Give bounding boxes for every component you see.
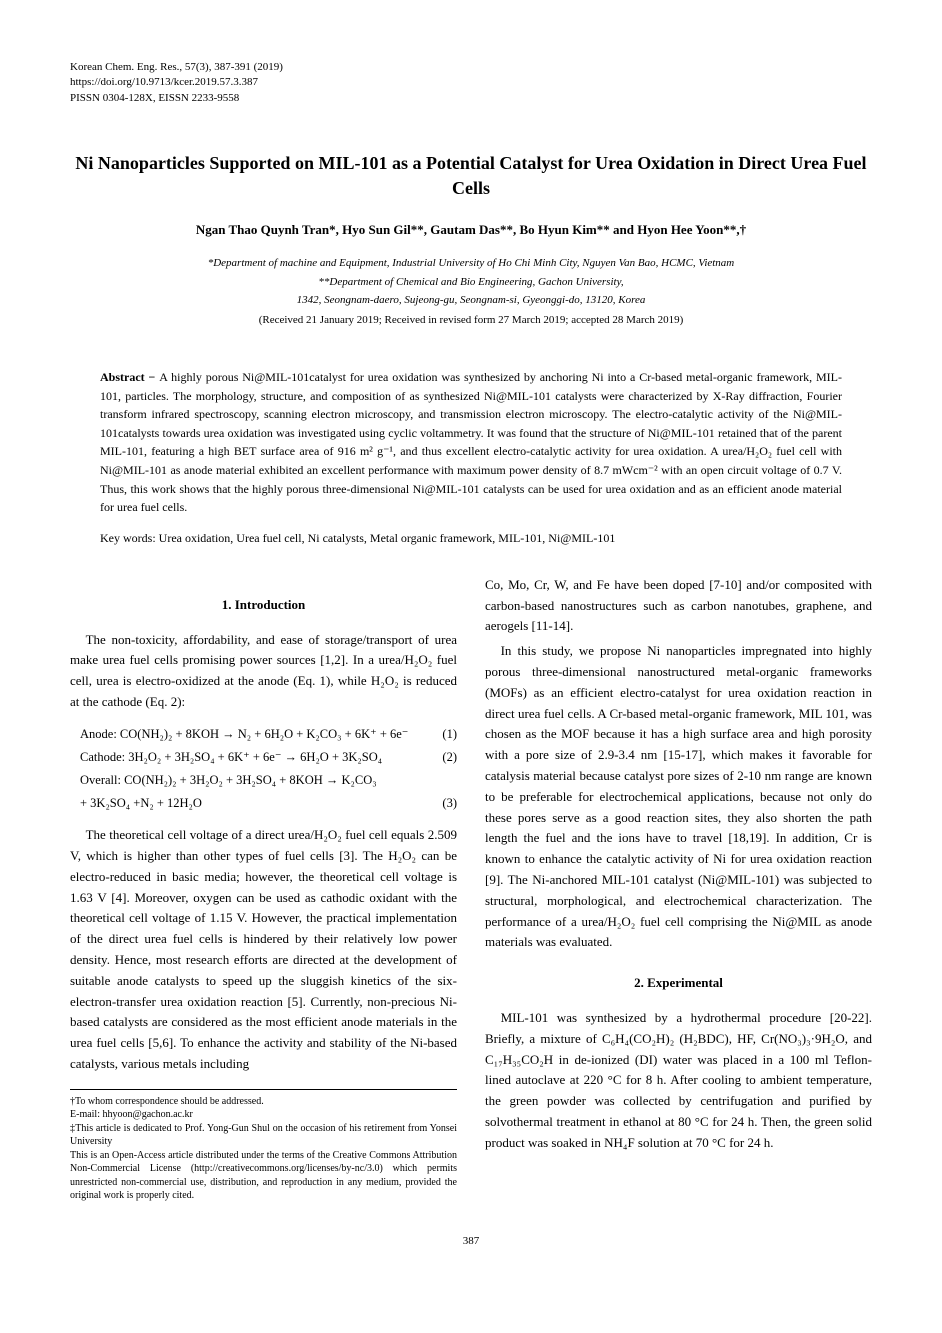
affiliation-3: 1342, Seongnam-daero, Sujeong-gu, Seongn… bbox=[70, 292, 872, 309]
journal-issn: PISSN 0304-128X, EISSN 2233-9558 bbox=[70, 91, 872, 106]
col2-para-2: In this study, we propose Ni nanoparticl… bbox=[485, 641, 872, 953]
footnote-license: This is an Open-Access article distribut… bbox=[70, 1149, 457, 1203]
left-column: 1. Introduction The non-toxicity, afford… bbox=[70, 575, 457, 1203]
eq3b-text: + 3K₂SO₄ +N₂ + 12H₂O bbox=[80, 792, 202, 815]
abstract: Abstract − A highly porous Ni@MIL-101cat… bbox=[100, 368, 842, 517]
affiliation-2: **Department of Chemical and Bio Enginee… bbox=[70, 274, 872, 291]
eq2-number: (2) bbox=[432, 746, 457, 769]
abstract-label: Abstract − bbox=[100, 370, 159, 384]
col2-para-1: Co, Mo, Cr, W, and Fe have been doped [7… bbox=[485, 575, 872, 637]
affiliation-1: *Department of machine and Equipment, In… bbox=[70, 255, 872, 272]
footnote-email: E-mail: hhyoon@gachon.ac.kr bbox=[70, 1108, 457, 1122]
two-column-body: 1. Introduction The non-toxicity, afford… bbox=[70, 575, 872, 1203]
paper-title: Ni Nanoparticles Supported on MIL-101 as… bbox=[70, 151, 872, 201]
footnote-correspondence: †To whom correspondence should be addres… bbox=[70, 1095, 457, 1109]
equation-3b: + 3K₂SO₄ +N₂ + 12H₂O (3) bbox=[80, 792, 457, 815]
right-column: Co, Mo, Cr, W, and Fe have been doped [7… bbox=[485, 575, 872, 1203]
eq1-text: Anode: CO(NH₂)₂ + 8KOH → N₂ + 6H₂O + K₂C… bbox=[80, 723, 408, 746]
equation-2: Cathode: 3H₂O₂ + 3H₂SO₄ + 6K⁺ + 6e⁻ → 6H… bbox=[80, 746, 457, 769]
eq2-text: Cathode: 3H₂O₂ + 3H₂SO₄ + 6K⁺ + 6e⁻ → 6H… bbox=[80, 746, 382, 769]
footnote-dedication: ‡This article is dedicated to Prof. Yong… bbox=[70, 1122, 457, 1149]
eq3a-text: Overall: CO(NH₂)₂ + 3H₂O₂ + 3H₂SO₄ + 8KO… bbox=[80, 769, 377, 792]
experimental-para-1: MIL-101 was synthesized by a hydrotherma… bbox=[485, 1008, 872, 1154]
abstract-text: A highly porous Ni@MIL-101catalyst for u… bbox=[100, 370, 842, 514]
journal-citation: Korean Chem. Eng. Res., 57(3), 387-391 (… bbox=[70, 60, 872, 75]
intro-para-1: The non-toxicity, affordability, and eas… bbox=[70, 630, 457, 713]
authors: Ngan Thao Quynh Tran*, Hyo Sun Gil**, Ga… bbox=[70, 220, 872, 240]
journal-header: Korean Chem. Eng. Res., 57(3), 387-391 (… bbox=[70, 60, 872, 106]
eq3b-number: (3) bbox=[432, 792, 457, 815]
equation-1: Anode: CO(NH₂)₂ + 8KOH → N₂ + 6H₂O + K₂C… bbox=[80, 723, 457, 746]
section-heading-intro: 1. Introduction bbox=[70, 595, 457, 616]
intro-para-2: The theoretical cell voltage of a direct… bbox=[70, 825, 457, 1075]
page-number: 387 bbox=[70, 1233, 872, 1250]
journal-doi: https://doi.org/10.9713/kcer.2019.57.3.3… bbox=[70, 75, 872, 90]
equation-block: Anode: CO(NH₂)₂ + 8KOH → N₂ + 6H₂O + K₂C… bbox=[80, 723, 457, 816]
equation-3a: Overall: CO(NH₂)₂ + 3H₂O₂ + 3H₂SO₄ + 8KO… bbox=[80, 769, 457, 792]
section-heading-experimental: 2. Experimental bbox=[485, 973, 872, 994]
footnotes: †To whom correspondence should be addres… bbox=[70, 1089, 457, 1203]
affiliations-block: *Department of machine and Equipment, In… bbox=[70, 255, 872, 328]
received-dates: (Received 21 January 2019; Received in r… bbox=[70, 312, 872, 329]
keywords: Key words: Urea oxidation, Urea fuel cel… bbox=[100, 529, 842, 547]
eq1-number: (1) bbox=[432, 723, 457, 746]
